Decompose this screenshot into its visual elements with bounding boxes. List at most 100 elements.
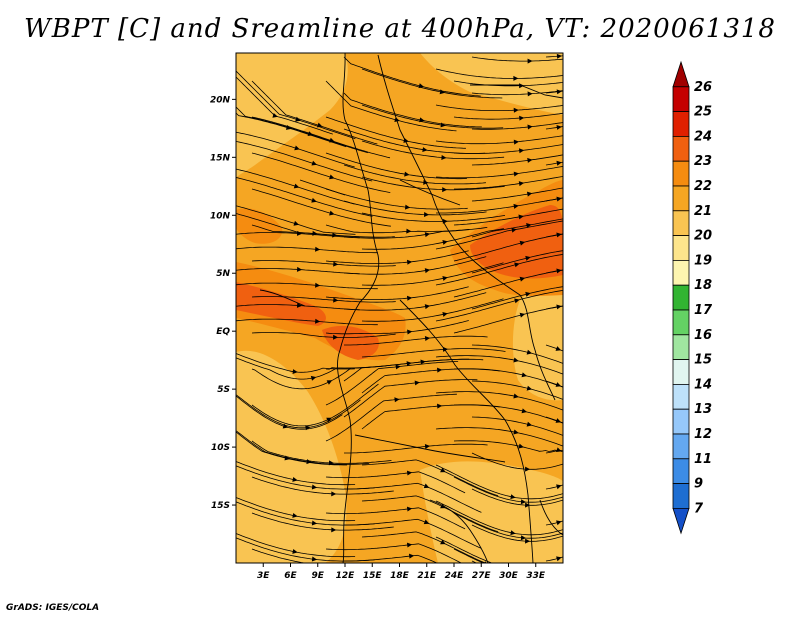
lon-tick-label: 24E — [445, 571, 465, 581]
streamline-arrow — [292, 369, 298, 375]
streamline-arrow — [294, 145, 300, 151]
streamline-arrow — [556, 196, 562, 202]
streamline — [471, 56, 563, 62]
streamline — [325, 471, 466, 494]
colorbar-swatch — [672, 259, 690, 286]
streamline — [435, 135, 563, 145]
lon-tick-label: 3E — [257, 571, 270, 581]
lon-tick-label: 6E — [284, 571, 297, 581]
streamline — [361, 459, 499, 497]
field-region-19-east-coast — [512, 281, 563, 401]
streamline-arrow — [513, 203, 519, 209]
streamline-arrow — [305, 425, 311, 431]
colorbar-swatch — [672, 408, 690, 435]
streamline — [236, 533, 356, 558]
streamline-arrow — [329, 174, 335, 180]
streamline — [236, 70, 356, 140]
streamline — [361, 298, 504, 322]
streamline — [236, 140, 373, 182]
streamline — [361, 348, 506, 358]
streamline-arrow — [442, 276, 448, 281]
streamline-arrow — [312, 230, 318, 236]
colorbar-swatch — [672, 210, 690, 237]
streamline — [236, 461, 356, 486]
streamline-arrow — [424, 268, 431, 274]
streamline — [236, 304, 360, 311]
lon-tick-label: 18E — [390, 571, 410, 581]
streamline-arrow — [519, 240, 526, 246]
colorbar-label: 9 — [694, 477, 703, 492]
streamline-arrow — [520, 499, 526, 505]
colorbar-label: 11 — [694, 452, 712, 467]
streamline — [325, 320, 469, 335]
streamline-arrow — [556, 520, 562, 526]
streamline-arrow — [556, 556, 562, 562]
streamline-arrow — [441, 155, 447, 161]
lon-tick-label: 12E — [336, 571, 356, 581]
field-region-19-south-east — [420, 461, 563, 563]
streamline-arrow — [331, 527, 337, 533]
streamline-arrow — [527, 124, 533, 130]
streamline-arrow — [406, 506, 413, 512]
streamline-arrow — [513, 107, 519, 113]
streamline — [361, 531, 487, 563]
lat-tick-label: 15S — [211, 501, 230, 511]
streamline-arrow — [521, 408, 527, 414]
streamline-arrow — [406, 259, 413, 265]
streamline — [251, 440, 392, 464]
lon-tick-label: 15E — [363, 571, 383, 581]
streamline-arrow — [437, 367, 443, 373]
country-borders — [236, 53, 563, 563]
field-region-23-west-core — [236, 282, 326, 326]
streamline-arrow — [527, 91, 533, 97]
streamline-arrow — [424, 232, 431, 238]
streamline-arrow — [525, 255, 531, 261]
streamline — [251, 332, 396, 338]
streamline — [343, 56, 481, 97]
streamline-arrow — [292, 548, 298, 554]
streamline-arrow — [556, 232, 562, 238]
streamline-arrow — [329, 137, 335, 143]
colorbar-swatch — [672, 383, 690, 410]
streamline-arrow — [520, 535, 526, 541]
streamline-arrow — [518, 148, 525, 154]
streamline-arrow — [556, 160, 562, 166]
streamline-arrow — [527, 157, 533, 163]
streamline — [435, 464, 563, 500]
streamline — [471, 90, 563, 96]
streamlines — [236, 55, 570, 563]
grads-credit: GrADS: IGES/COLA — [6, 603, 100, 613]
streamline — [236, 177, 373, 217]
lat-tick-label: EQ — [216, 327, 230, 337]
streamline — [435, 500, 563, 536]
streamline — [361, 212, 506, 222]
streamline-arrow — [527, 58, 533, 64]
streamline-arrow — [525, 466, 531, 472]
streamline — [453, 476, 563, 503]
streamline-arrow — [329, 210, 335, 216]
streamline-arrow — [513, 171, 519, 177]
streamline — [564, 499, 570, 501]
streamline — [343, 227, 488, 239]
streamline — [361, 68, 503, 99]
streamline — [564, 140, 570, 141]
streamline — [453, 80, 563, 87]
streamline-arrow — [295, 116, 301, 122]
streamline — [251, 512, 394, 531]
colorbar-bottom-arrow — [672, 508, 690, 535]
streamline — [453, 512, 563, 539]
streamline-arrow — [418, 83, 424, 89]
streamline-arrow — [406, 361, 412, 367]
streamline-arrow — [440, 539, 446, 545]
streamline — [344, 554, 438, 563]
streamline-arrow — [519, 312, 526, 318]
streamline — [343, 379, 478, 418]
longitude-axis: 3E 6E 9E 12E 15E 18E 21E 24E 27E 30E 33E — [257, 563, 546, 581]
colorbar-top-arrow — [672, 60, 690, 88]
colorbar-swatch — [672, 433, 690, 460]
colorbar-swatch — [672, 309, 690, 336]
streamline-arrow — [556, 89, 562, 95]
streamline — [251, 476, 394, 495]
streamline-arrow — [555, 418, 562, 423]
